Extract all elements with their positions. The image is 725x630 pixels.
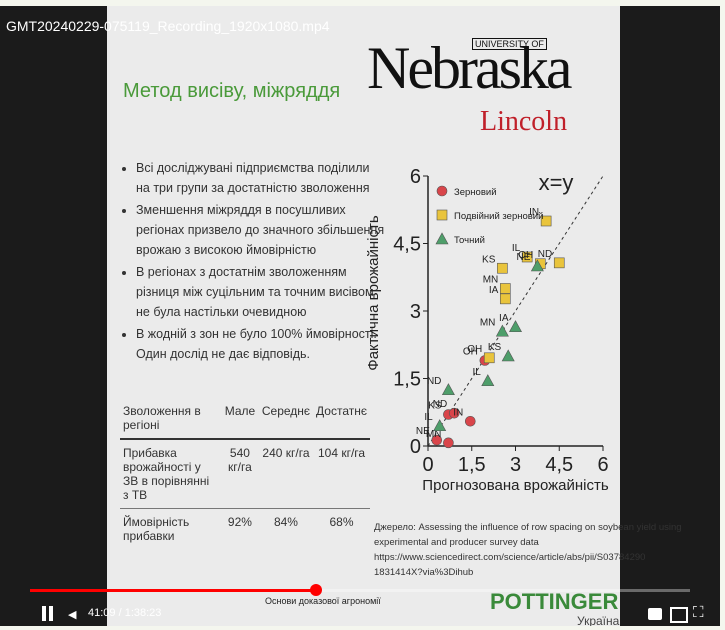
y-tick-label: 1,5 bbox=[393, 369, 421, 391]
bullet: Зменшення міжряддя в посушливих регіонах… bbox=[136, 200, 386, 260]
x-tick-label: 0 bbox=[422, 454, 433, 476]
source: Джерело: Assessing the influence of row … bbox=[374, 520, 694, 580]
x-tick-label: 1,5 bbox=[458, 454, 486, 476]
video-player[interactable]: GMT20240229-075119_Recording_1920x1080.m… bbox=[0, 6, 720, 626]
point-label: ND bbox=[538, 249, 552, 260]
cell: 240 кг/га bbox=[259, 439, 313, 509]
bullet: Всі досліджувані підприємства поділили н… bbox=[136, 158, 386, 198]
x-tick-label: 3 bbox=[510, 454, 521, 476]
cell: 92% bbox=[221, 509, 259, 550]
point-label: KS bbox=[482, 254, 496, 265]
page: GMT20240229-075119_Recording_1920x1080.m… bbox=[0, 0, 725, 630]
logo-name: Nebraska bbox=[367, 34, 570, 103]
legend-label: Зерновий bbox=[454, 187, 497, 198]
y-tick-label: 3 bbox=[410, 301, 421, 323]
point-label: IA bbox=[499, 313, 509, 324]
point-label: IL bbox=[472, 367, 481, 378]
video-title: GMT20240229-075119_Recording_1920x1080.m… bbox=[6, 18, 330, 34]
point bbox=[465, 416, 475, 426]
pause-button[interactable] bbox=[40, 606, 56, 622]
sponsor-country: Україна bbox=[577, 614, 619, 626]
time: 41:09 / 1:38:23 bbox=[88, 607, 161, 619]
cell: 540 кг/га bbox=[221, 439, 259, 509]
y-tick-label: 4,5 bbox=[393, 234, 421, 256]
y-tick-label: 0 bbox=[410, 436, 421, 458]
legend-marker bbox=[437, 210, 447, 220]
cell: Середнє bbox=[259, 398, 313, 439]
x-axis-label: Прогнозована врожайність bbox=[422, 477, 609, 494]
point-label: NE bbox=[516, 252, 530, 263]
bullet: В жодній з зон не було 100% ймовірності.… bbox=[136, 324, 386, 364]
bullet-list: Всі досліджувані підприємства поділили н… bbox=[120, 158, 386, 366]
miniplayer-button[interactable] bbox=[670, 607, 688, 623]
sponsor-name: POTTINGER bbox=[490, 589, 618, 615]
chart: Фактична врожайність x=y 0 1,5 3 4,5 6 0 1,5 3 4… bbox=[360, 150, 615, 495]
point-label: ND bbox=[433, 399, 447, 410]
cell: Зволоження в регіоні bbox=[120, 398, 221, 439]
cell: 68% bbox=[313, 509, 370, 550]
cell: Мале bbox=[221, 398, 259, 439]
point bbox=[434, 420, 446, 431]
logo-campus: Lincoln bbox=[480, 106, 567, 138]
settings-button[interactable] bbox=[648, 608, 662, 620]
point-label: MN bbox=[483, 275, 499, 286]
point bbox=[510, 321, 522, 332]
legend-marker bbox=[437, 186, 447, 196]
fullscreen-button[interactable]: ⛶ bbox=[693, 604, 704, 621]
legend-marker bbox=[436, 233, 448, 244]
annotation: x=y bbox=[539, 170, 574, 195]
chapter: Основи доказової агрономії bbox=[265, 596, 381, 606]
cell: 84% bbox=[259, 509, 313, 550]
cell: Прибавка врожайності у ЗВ в порівнянні з… bbox=[120, 439, 221, 509]
point-label: OH bbox=[467, 344, 482, 355]
bullet: В регіонах з достатнім зволоженням різни… bbox=[136, 262, 386, 322]
point-label: KS bbox=[488, 342, 502, 353]
point bbox=[443, 438, 453, 448]
point bbox=[500, 284, 510, 294]
point-label: MN bbox=[480, 317, 496, 328]
point bbox=[554, 258, 564, 268]
x-tick-label: 4,5 bbox=[545, 454, 573, 476]
point-label: ND bbox=[427, 376, 441, 387]
slide-title: Метод висіву, міжряддя bbox=[123, 80, 340, 103]
point bbox=[496, 325, 508, 336]
y-axis-label: Фактична врожайність bbox=[365, 215, 382, 371]
legend-label: Точний bbox=[454, 235, 485, 246]
legend-label: Подвійний зерновий bbox=[454, 211, 543, 222]
point bbox=[482, 375, 494, 386]
y-tick-label: 6 bbox=[410, 166, 421, 188]
point bbox=[442, 384, 454, 395]
cell: Ймовірність прибавки bbox=[120, 509, 221, 550]
point bbox=[502, 350, 514, 361]
point-label: IN bbox=[453, 407, 463, 418]
point bbox=[500, 294, 510, 304]
scrubber[interactable] bbox=[310, 584, 322, 596]
progress-played bbox=[30, 589, 316, 592]
volume-button[interactable]: ◀ bbox=[68, 608, 76, 621]
point-label: IA bbox=[489, 285, 499, 296]
x-tick-label: 6 bbox=[597, 454, 608, 476]
point-label: IL bbox=[424, 412, 433, 423]
point bbox=[497, 263, 507, 273]
point bbox=[484, 353, 494, 363]
